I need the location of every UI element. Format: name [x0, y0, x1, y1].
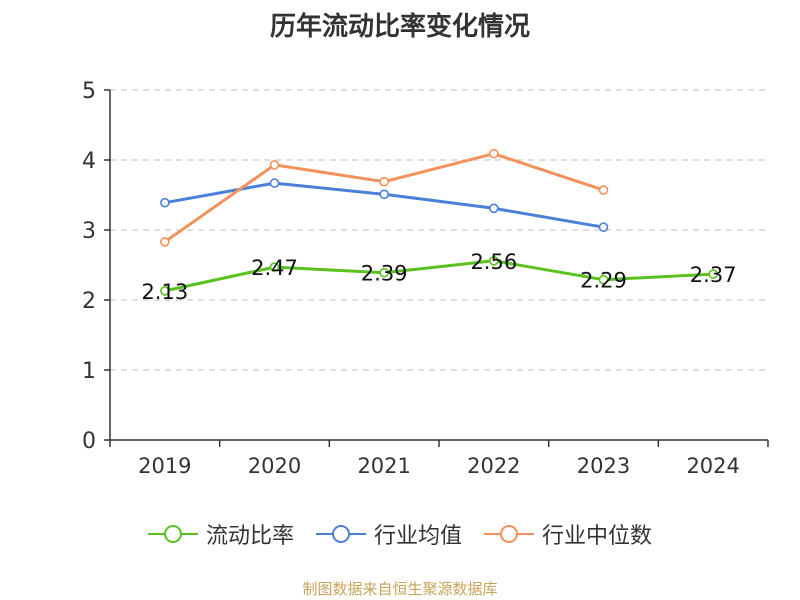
- legend-swatch-current-ratio: [147, 525, 198, 543]
- x-tick-label: 2020: [248, 454, 301, 478]
- data-point-industry-mean[interactable]: [598, 222, 609, 232]
- x-tick-label: 2022: [467, 454, 520, 478]
- data-point-industry-mean[interactable]: [489, 203, 499, 214]
- legend-label-industry-mean: 行业均值: [373, 524, 462, 549]
- data-label: 2.13: [141, 280, 188, 304]
- data-point-industry-median[interactable]: [598, 185, 609, 195]
- x-tick-label: 2019: [138, 454, 191, 478]
- data-label: 2.29: [580, 269, 627, 293]
- data-label: 2.39: [361, 262, 408, 286]
- legend: 流动比率 行业均值 行业中位数: [0, 518, 800, 550]
- data-label: 2.56: [470, 250, 517, 274]
- legend-item-industry-mean[interactable]: 行业均值: [315, 518, 462, 550]
- legend-label-current-ratio: 流动比率: [205, 524, 294, 549]
- data-point-current-ratio[interactable]: [598, 274, 609, 285]
- data-point-current-ratio[interactable]: [708, 269, 718, 279]
- y-tick-label: 2: [82, 289, 96, 314]
- data-point-industry-mean[interactable]: [379, 189, 389, 200]
- data-point-current-ratio[interactable]: [160, 286, 170, 296]
- data-point-industry-mean[interactable]: [269, 178, 280, 188]
- data-labels: 2.13 2.47 2.39 2.56 2.29 2.37: [141, 250, 736, 304]
- data-label: 2.47: [251, 256, 298, 280]
- x-tick-label: 2021: [357, 454, 410, 478]
- data-point-current-ratio[interactable]: [269, 262, 280, 272]
- series-lines: [160, 148, 718, 296]
- legend-label-industry-median: 行业中位数: [542, 524, 653, 549]
- x-tick-label: 2024: [686, 454, 739, 478]
- legend-item-current-ratio[interactable]: 流动比率: [147, 518, 294, 550]
- y-tick-label: 3: [82, 219, 96, 244]
- series-line-current-ratio: [164, 259, 714, 293]
- data-point-industry-median[interactable]: [489, 148, 499, 159]
- data-point-current-ratio[interactable]: [489, 255, 499, 266]
- data-point-industry-median[interactable]: [379, 176, 389, 187]
- y-tick-label: 0: [82, 429, 96, 454]
- grid-lines: [110, 89, 768, 371]
- chart-title: 历年流动比率变化情况: [269, 12, 530, 42]
- y-tick-label: 4: [82, 149, 96, 174]
- x-tick-label: 2023: [577, 454, 630, 478]
- legend-swatch-industry-mean: [315, 525, 366, 543]
- data-point-current-ratio[interactable]: [379, 267, 389, 278]
- y-tick-label: 1: [82, 359, 96, 384]
- axes: 0 1 2 3 4 5 2019 2020 2021 2022 2023 2024: [82, 79, 769, 478]
- source-note: 制图数据来自恒生聚源数据库: [302, 580, 498, 598]
- data-point-industry-median[interactable]: [160, 237, 170, 247]
- data-point-industry-median[interactable]: [269, 160, 280, 170]
- legend-swatch-industry-median: [484, 525, 534, 543]
- legend-item-industry-median[interactable]: 行业中位数: [484, 518, 652, 550]
- data-label: 2.37: [690, 263, 737, 287]
- data-point-industry-mean[interactable]: [160, 197, 170, 208]
- y-tick-label: 5: [82, 79, 96, 104]
